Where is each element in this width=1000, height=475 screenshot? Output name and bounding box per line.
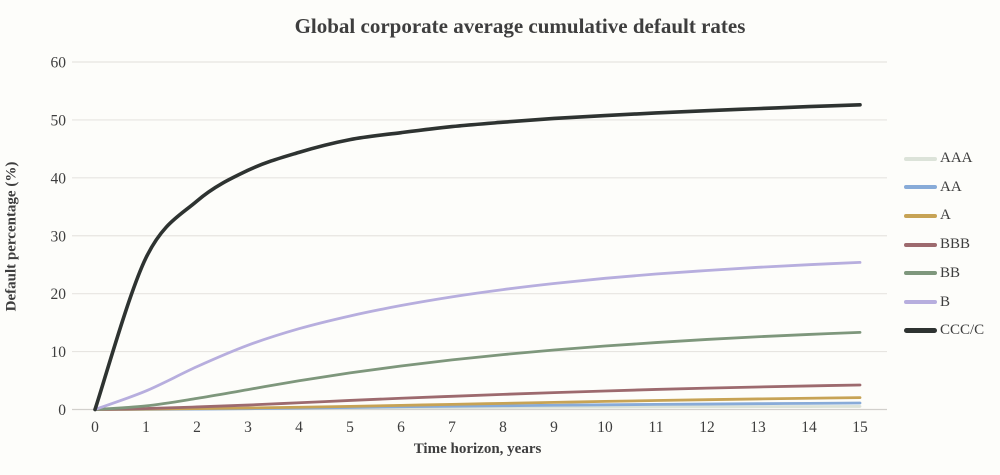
chart-title: Global corporate average cumulative defa… [294, 14, 746, 38]
series-line-bb [93, 330, 862, 411]
x-tick-label-13: 13 [750, 419, 766, 436]
x-tick-label-14: 14 [801, 419, 817, 436]
x-tick-label-9: 9 [550, 419, 558, 436]
x-tick-label-6: 6 [397, 419, 405, 436]
legend-label-bb: BB [940, 264, 961, 281]
legend-swatch-bb [904, 271, 937, 276]
legend-swatch-b [904, 300, 937, 305]
series-line-ccc-c [93, 103, 862, 412]
legend-item-aa: AA [904, 178, 984, 197]
x-tick-label-2: 2 [193, 419, 201, 436]
x-tick-label-15: 15 [852, 419, 868, 436]
y-tick-label-40: 40 [51, 170, 67, 187]
legend-label-b: B [940, 293, 951, 310]
x-tick-label-0: 0 [91, 419, 99, 436]
y-tick-label-10: 10 [51, 344, 67, 361]
legend-item-aaa: AAA [904, 149, 984, 168]
x-tick-label-4: 4 [295, 419, 303, 436]
x-tick-label-5: 5 [346, 419, 354, 436]
x-axis-title: Time horizon, years [413, 441, 542, 457]
x-tick-label-12: 12 [699, 419, 715, 436]
x-tick-label-3: 3 [244, 419, 252, 436]
x-tick-label-11: 11 [649, 419, 664, 436]
x-tick-label-7: 7 [448, 419, 456, 436]
y-tick-label-0: 0 [58, 402, 66, 419]
y-tick-label-20: 20 [51, 286, 67, 303]
legend-label-ccc-c: CCC/C [940, 322, 985, 339]
legend-swatch-aa [904, 185, 937, 190]
x-tick-label-1: 1 [142, 419, 150, 436]
series-line-bbb [93, 383, 862, 411]
legend-item-bb: BB [904, 264, 984, 283]
legend-label-a: A [940, 207, 951, 224]
y-tick-label-60: 60 [51, 55, 67, 72]
legend-item-b: B [904, 292, 984, 311]
series-line-a [93, 396, 862, 411]
y-tick-label-50: 50 [51, 112, 67, 129]
legend-label-aaa: AAA [940, 150, 973, 167]
legend-swatch-a [904, 213, 937, 218]
y-tick-label-30: 30 [51, 228, 67, 245]
legend-swatch-bbb [904, 242, 937, 247]
legend: AAA AA A BBB BB B CCC/C [904, 149, 984, 340]
series-line-b [93, 260, 862, 411]
x-tick-label-8: 8 [499, 419, 507, 436]
legend-label-aa: AA [940, 178, 962, 195]
legend-swatch-aaa [904, 156, 937, 161]
x-tick-label-10: 10 [597, 419, 613, 436]
legend-label-bbb: BBB [940, 236, 971, 253]
legend-item-a: A [904, 206, 984, 225]
legend-item-bbb: BBB [904, 235, 984, 254]
legend-item-ccc-c: CCC/C [904, 321, 984, 340]
legend-swatch-ccc-c [904, 328, 937, 334]
